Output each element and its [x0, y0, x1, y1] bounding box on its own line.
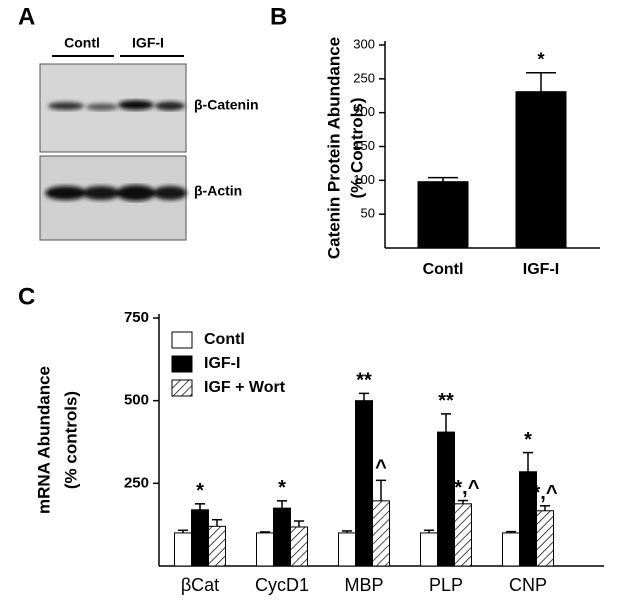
y-tick-label: 300	[353, 36, 375, 51]
bar	[437, 431, 455, 567]
panel-label: B	[270, 3, 287, 30]
y-tick-label: 200	[353, 104, 375, 119]
bar	[290, 526, 308, 567]
annotation: *	[524, 429, 532, 451]
y-tick-label: 150	[353, 138, 375, 153]
annotation: *	[537, 49, 544, 69]
y-axis-label: mRNA Abundance	[34, 366, 53, 514]
bar	[536, 510, 554, 567]
x-tick-label: CycD1	[255, 575, 309, 595]
blot-image	[39, 63, 187, 241]
bar	[372, 500, 390, 567]
bar	[515, 91, 567, 249]
annotation: **	[356, 370, 372, 392]
legend-label: IGF + Wort	[204, 379, 286, 396]
legend-swatch	[171, 355, 193, 373]
annotation: *	[196, 480, 204, 502]
legend-label: IGF-I	[204, 355, 240, 372]
bar	[256, 532, 274, 567]
bar	[454, 503, 472, 567]
legend-swatch	[171, 379, 193, 397]
bar	[355, 400, 373, 567]
y-tick-label: 250	[124, 474, 149, 491]
y-tick-label: 250	[353, 70, 375, 85]
x-tick-label: CNP	[509, 575, 547, 595]
legend-label: Contl	[204, 331, 245, 348]
bar	[174, 532, 192, 567]
bar	[420, 532, 438, 567]
x-tick-label: PLP	[429, 575, 463, 595]
legend-swatch	[171, 331, 193, 349]
x-tick-label: βCat	[181, 575, 219, 595]
bar	[273, 507, 291, 567]
annotation: **	[438, 390, 454, 412]
lane-label: Contl	[64, 35, 100, 51]
y-tick-label: 500	[124, 392, 149, 409]
bar	[417, 181, 469, 249]
x-tick-label: IGF-I	[523, 261, 559, 278]
band-label: β-Catenin	[194, 97, 259, 113]
panel-label: A	[18, 3, 35, 30]
y-axis-label: (% controls)	[61, 391, 80, 489]
y-tick-label: 100	[353, 172, 375, 187]
y-axis-label: Catenin Protein Abundance	[324, 37, 343, 259]
y-axis-label: (% Controls)	[347, 97, 366, 198]
x-tick-label: Contl	[423, 261, 464, 278]
annotation: ^	[375, 457, 387, 479]
bar	[338, 532, 356, 567]
annotation: *,^	[532, 482, 557, 504]
annotation: *	[278, 477, 286, 499]
bar	[191, 509, 209, 567]
y-tick-label: 50	[361, 206, 375, 221]
lane-label: IGF-I	[132, 35, 164, 51]
bar	[208, 525, 226, 567]
band-label: β-Actin	[194, 183, 242, 199]
x-tick-label: MBP	[344, 575, 383, 595]
bar	[502, 532, 520, 567]
annotation: **,^	[447, 477, 480, 499]
panel-label: C	[18, 283, 35, 310]
y-tick-label: 750	[124, 309, 149, 326]
